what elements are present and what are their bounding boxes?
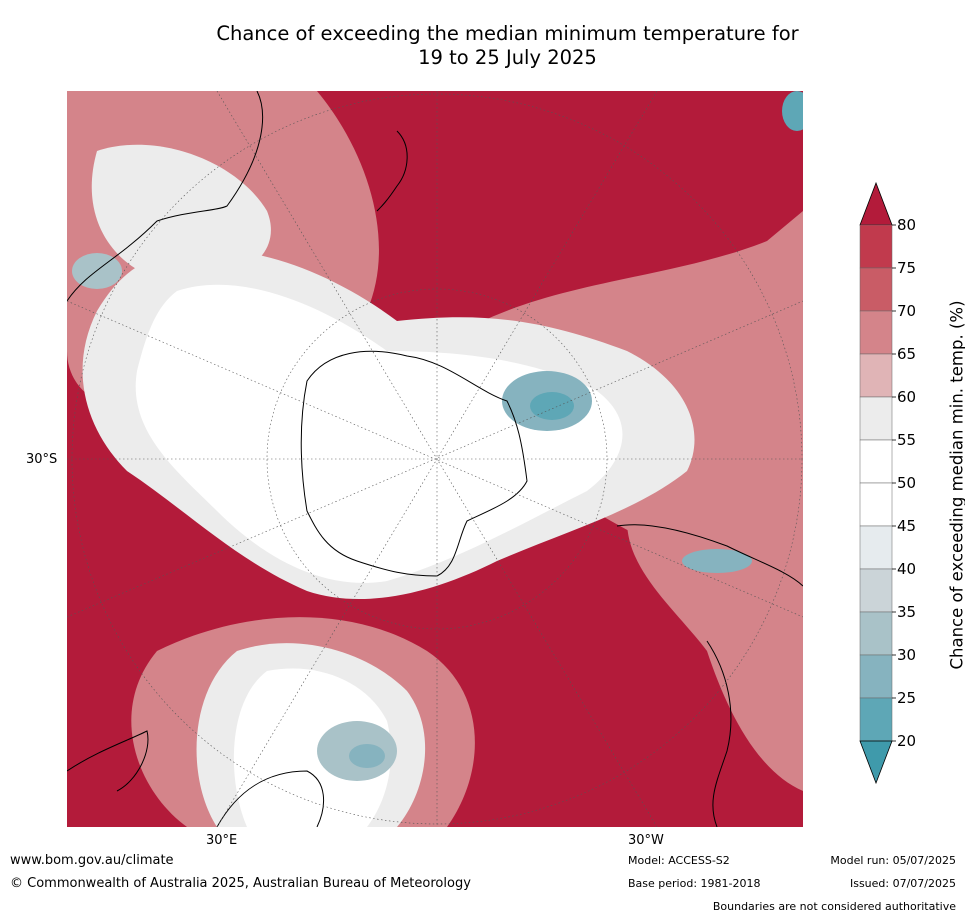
- colorbar-band: [859, 353, 893, 398]
- colorbar-tick-label: 70: [897, 302, 916, 320]
- title-line-1: Chance of exceeding the median minimum t…: [216, 22, 799, 45]
- colorbar-band: [859, 697, 893, 742]
- website-link[interactable]: www.bom.gov.au/climate: [10, 853, 174, 868]
- colorbar: 80 75 70 65 60 55 50 45 40 35 30 25 20: [859, 181, 916, 785]
- graticule: [67, 91, 803, 827]
- colorbar-band: [859, 611, 893, 656]
- colorbar-band: [859, 310, 893, 355]
- colorbar-band: [859, 396, 893, 441]
- colorbar-band: [859, 439, 893, 484]
- copyright-text: © Commonwealth of Australia 2025, Austra…: [10, 876, 471, 891]
- colorbar-tick-label: 30: [897, 646, 916, 664]
- teal-patch-southamerica: [682, 549, 752, 573]
- colorbar-band: [859, 224, 893, 269]
- teal-patch-south-core: [349, 744, 385, 768]
- colorbar-tick-label: 60: [897, 388, 916, 406]
- light-zone-northwest: [91, 144, 271, 283]
- colorbar-band: [859, 654, 893, 699]
- disclaimer-text: Boundaries are not considered authoritat…: [712, 900, 956, 913]
- colorbar-tick-label: 50: [897, 474, 916, 492]
- colorbar-arrow-top: [859, 181, 893, 226]
- colorbar-arrow-bottom: [859, 740, 893, 785]
- teal-patch-ne-corner: [782, 91, 803, 131]
- map-title: Chance of exceeding the median minimum t…: [120, 22, 895, 70]
- title-line-2: 19 to 25 July 2025: [418, 46, 597, 69]
- model-text: Model: ACCESS-S2: [628, 854, 730, 867]
- colorbar-tick-label: 80: [897, 216, 916, 234]
- new-zealand-outline: [376, 130, 408, 212]
- south-america-outline: [616, 524, 803, 827]
- white-zone-central: [135, 284, 623, 583]
- colorbar-band: [859, 568, 893, 613]
- australia-outline: [67, 91, 264, 302]
- white-zone-south: [233, 668, 391, 827]
- colorbar-tick-label: 65: [897, 345, 916, 363]
- colorbar-tick-label: 20: [897, 732, 916, 750]
- colorbar-tick-label: 45: [897, 517, 916, 535]
- colorbar-band: [859, 482, 893, 527]
- antarctica-outline: [300, 350, 528, 577]
- probability-map: [67, 91, 803, 827]
- model-run-text: Model run: 05/07/2025: [830, 854, 956, 867]
- colorbar-tick-label: 40: [897, 560, 916, 578]
- colorbar-title: Chance of exceeding median min. temp. (%…: [947, 300, 965, 670]
- colorbar-tick-label: 25: [897, 689, 916, 707]
- colorbar-band: [859, 267, 893, 312]
- latitude-label-30s: 30°S: [26, 452, 58, 467]
- longitude-label-30e: 30°E: [206, 833, 238, 848]
- colorbar-tick-label: 55: [897, 431, 916, 449]
- colorbar-tick-label: 35: [897, 603, 916, 621]
- colorbar-tick-label: 75: [897, 259, 916, 277]
- africa-outline: [67, 730, 325, 827]
- base-period-text: Base period: 1981-2018: [628, 877, 761, 890]
- longitude-label-30w: 30°W: [628, 833, 664, 848]
- colorbar-band: [859, 525, 893, 570]
- issued-text: Issued: 07/07/2025: [849, 877, 956, 890]
- teal-patch-east-core: [530, 392, 574, 420]
